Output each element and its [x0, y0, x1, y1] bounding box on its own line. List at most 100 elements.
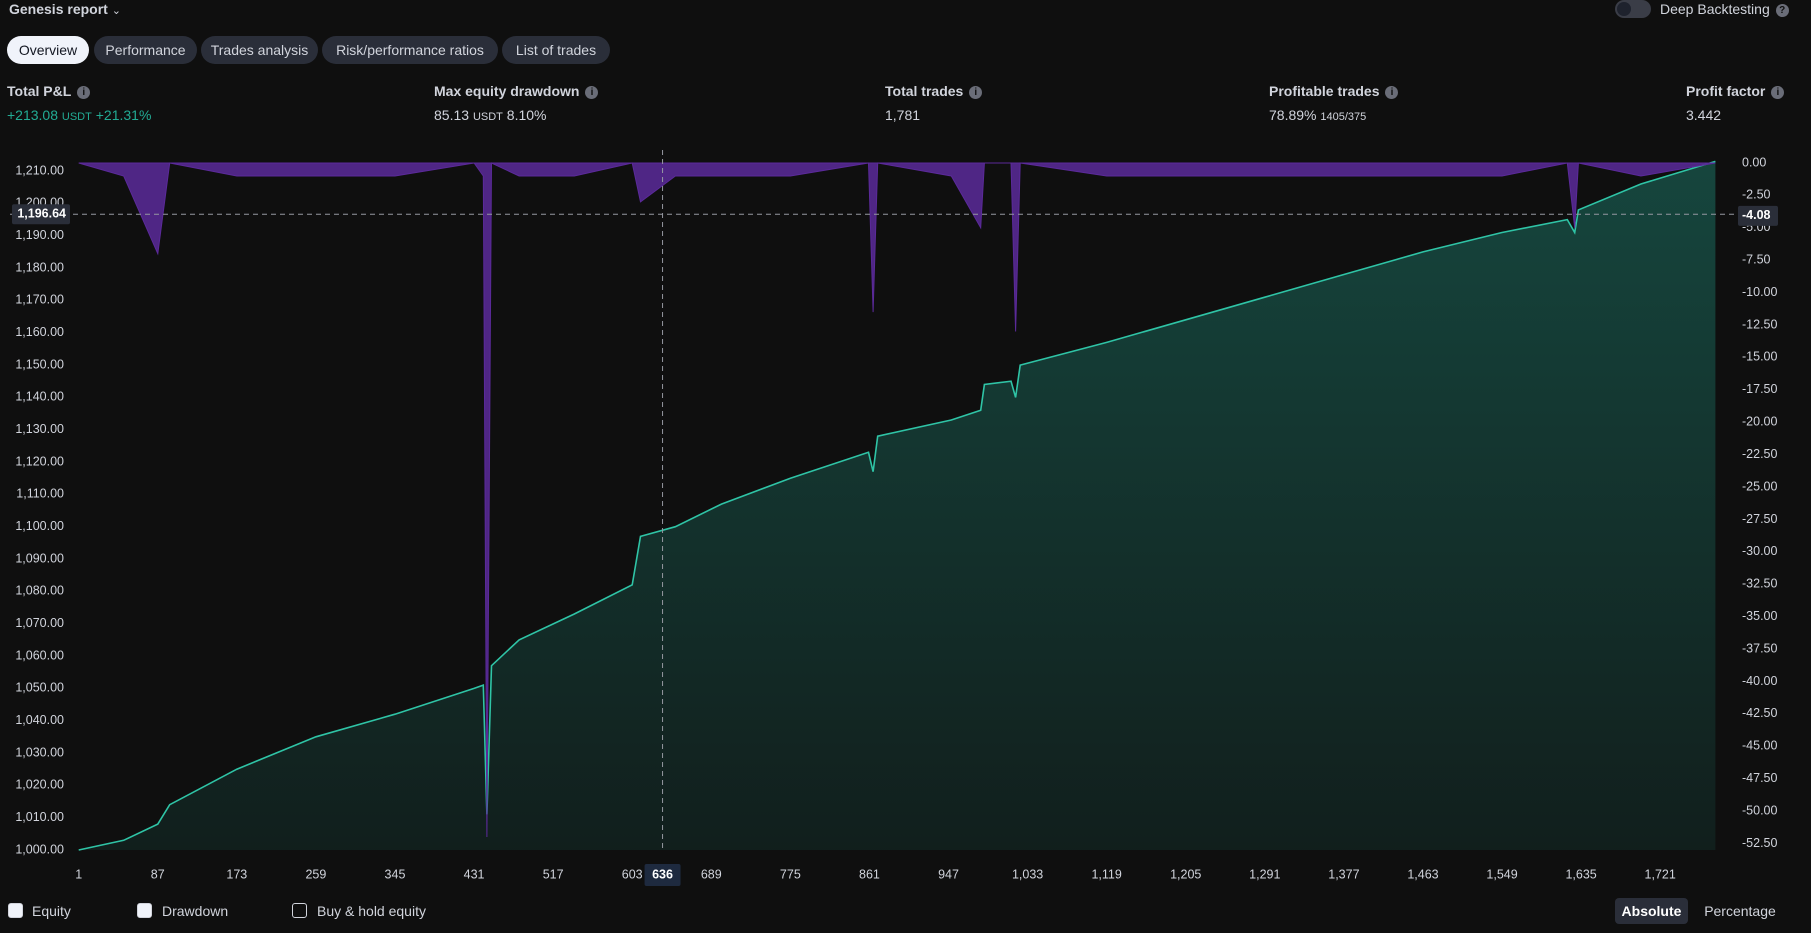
tab[interactable]: Risk/performance ratios [322, 36, 498, 64]
checkbox[interactable] [8, 903, 23, 918]
value: 3.442 [1686, 107, 1722, 123]
y2-tick-label: -12.50 [1742, 317, 1777, 331]
y-tick-label: 1,190.00 [15, 228, 64, 242]
deep-backtesting-label: Deep Backtesting [1660, 1, 1770, 17]
extra: 8.10% [506, 107, 547, 123]
x-tick-label: 1,549 [1486, 867, 1517, 881]
y2-tick-label: -42.50 [1742, 706, 1777, 720]
metric-label: Profitable trades i [1269, 83, 1399, 99]
x-tick-label: 259 [305, 867, 326, 881]
y-tick-label: 1,030.00 [15, 745, 64, 759]
metric-label: Total P&L i [7, 83, 91, 99]
crosshair-y2-box [1738, 205, 1778, 226]
x-tick-label: 1,033 [1012, 867, 1043, 881]
toggle-label[interactable]: Equity [32, 903, 71, 919]
crosshair-y-label: 1,196.64 [17, 207, 66, 221]
y2-tick-label: -27.50 [1742, 512, 1777, 526]
report-title[interactable]: Genesis report ⌄ [9, 1, 121, 17]
tab[interactable]: Trades analysis [201, 36, 318, 64]
metric-label: Max equity drawdown i [434, 83, 599, 99]
y-tick-label: 1,170.00 [15, 293, 64, 307]
x-tick-label: 1,635 [1565, 867, 1596, 881]
y2-tick-label: -37.50 [1742, 641, 1777, 655]
crosshair-x-box [644, 864, 681, 886]
unit: USDT [472, 111, 503, 123]
metric-value: 78.89% 1405/375 [1269, 107, 1366, 123]
value: 85.13 [434, 107, 470, 123]
x-tick-label: 603 [622, 867, 643, 881]
equity-area [78, 161, 1716, 850]
label: Max equity drawdown [434, 83, 580, 99]
y-tick-label: 1,110.00 [16, 487, 64, 501]
x-tick-label: 517 [543, 867, 564, 881]
y-tick-label: 1,020.00 [15, 778, 64, 792]
extra: +21.31% [95, 107, 152, 123]
y2-tick-label: -30.00 [1742, 544, 1777, 558]
y2-tick-label: -7.50 [1742, 253, 1771, 267]
y-tick-label: 1,120.00 [15, 454, 64, 468]
label: Profitable trades [1269, 83, 1380, 99]
crosshair-y-box [12, 204, 70, 225]
y-tick-label: 1,010.00 [15, 810, 64, 824]
y-tick-label: 1,040.00 [15, 713, 64, 727]
label: Profit factor [1686, 83, 1766, 99]
value: 78.89% [1269, 107, 1317, 123]
y-tick-label: 1,150.00 [15, 357, 64, 371]
x-tick-label: 1,463 [1407, 867, 1438, 881]
crosshair-y2-label: -4.08 [1742, 208, 1771, 222]
x-tick-label: 1,205 [1170, 867, 1201, 881]
y-tick-label: 1,060.00 [15, 648, 64, 662]
y-tick-label: 1,130.00 [15, 422, 64, 436]
y-tick-label: 1,140.00 [15, 390, 64, 404]
equity-line [78, 160, 1716, 851]
y-tick-label: 1,050.00 [15, 681, 64, 695]
x-tick-label: 1,291 [1249, 867, 1280, 881]
toggle[interactable] [1615, 0, 1651, 18]
y2-tick-label: -47.50 [1742, 771, 1777, 785]
unit: USDT [61, 111, 92, 123]
x-tick-label: 1,377 [1328, 867, 1359, 881]
title-text: Genesis report [9, 1, 108, 17]
y-tick-label: 1,100.00 [15, 519, 64, 533]
y2-tick-label: -22.50 [1742, 447, 1777, 461]
y2-tick-label: -17.50 [1742, 382, 1777, 396]
x-tick-label: 947 [938, 867, 959, 881]
y2-tick-label: -45.00 [1742, 739, 1777, 753]
mode-button[interactable]: Absolute [1615, 898, 1688, 924]
checkbox[interactable] [292, 903, 307, 918]
toggle-label[interactable]: Drawdown [162, 903, 229, 919]
y2-tick-label: -35.00 [1742, 609, 1777, 623]
tab[interactable]: Performance [94, 36, 197, 64]
x-tick-label: 87 [151, 867, 165, 881]
y2-tick-label: -50.00 [1742, 803, 1777, 817]
value: 1,781 [885, 107, 921, 123]
metric-value: 85.13 USDT 8.10% [434, 107, 546, 123]
x-tick-label: 1,119 [1091, 867, 1121, 881]
tab[interactable]: List of trades [502, 36, 610, 64]
y-tick-label: 1,210.00 [15, 163, 64, 177]
mode-button[interactable]: Percentage [1704, 903, 1776, 919]
drawdown-area [78, 162, 1716, 838]
y2-tick-label: -52.50 [1742, 836, 1777, 850]
y-tick-label: 1,160.00 [15, 325, 64, 339]
y2-tick-label: -15.00 [1742, 350, 1777, 364]
y2-tick-label: -20.00 [1742, 415, 1777, 429]
checkbox[interactable] [137, 903, 152, 918]
y2-tick-label: -40.00 [1742, 674, 1777, 688]
y-tick-label: 1,180.00 [15, 260, 64, 274]
x-tick-label: 431 [464, 867, 485, 881]
y-tick-label: 1,080.00 [15, 584, 64, 598]
y2-tick-label: -10.00 [1742, 285, 1777, 299]
y-tick-label: 1,070.00 [15, 616, 64, 630]
extra: 1405/375 [1320, 111, 1367, 123]
label: Total P&L [7, 83, 72, 99]
crosshair-x-label: 636 [652, 867, 673, 881]
tab[interactable]: Overview [7, 36, 89, 64]
y-tick-label: 1,090.00 [15, 551, 64, 565]
x-tick-label: 1,721 [1645, 867, 1676, 881]
x-tick-label: 173 [226, 867, 247, 881]
metric-value: 3.442 [1686, 107, 1721, 123]
toggle-label[interactable]: Buy & hold equity [317, 903, 426, 919]
chart: 1,000.00 1,010.00 1,020.00 1,030.00 1,040.00… [10, 150, 1778, 886]
x-tick-label: 1 [75, 867, 82, 881]
